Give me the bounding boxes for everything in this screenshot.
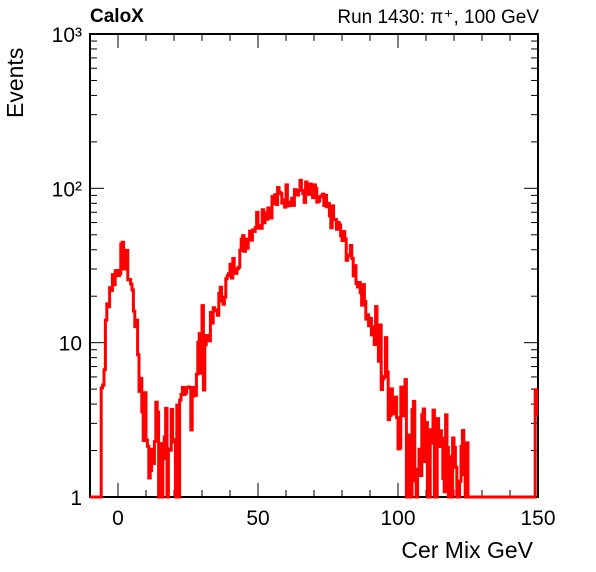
x-tick-label: 0 bbox=[112, 507, 124, 530]
tick-labels: 0 50 100 150 1 10 10² 10³ bbox=[52, 24, 556, 530]
x-tick-label: 150 bbox=[520, 507, 555, 530]
brand-label: CaloX bbox=[90, 6, 144, 27]
x-tick-label: 50 bbox=[246, 507, 269, 530]
y-tick-label: 1 bbox=[70, 487, 82, 510]
y-tick-label: 10³ bbox=[52, 24, 82, 47]
y-tick-label: 10 bbox=[59, 333, 82, 356]
x-axis-title: Cer Mix GeV bbox=[401, 537, 533, 563]
x-tick-label: 100 bbox=[380, 507, 415, 530]
run-info-label: Run 1430: π⁺, 100 GeV bbox=[337, 7, 539, 28]
histogram-line bbox=[90, 178, 539, 499]
axis-ticks bbox=[89, 34, 539, 498]
y-tick-label: 10² bbox=[52, 178, 82, 201]
